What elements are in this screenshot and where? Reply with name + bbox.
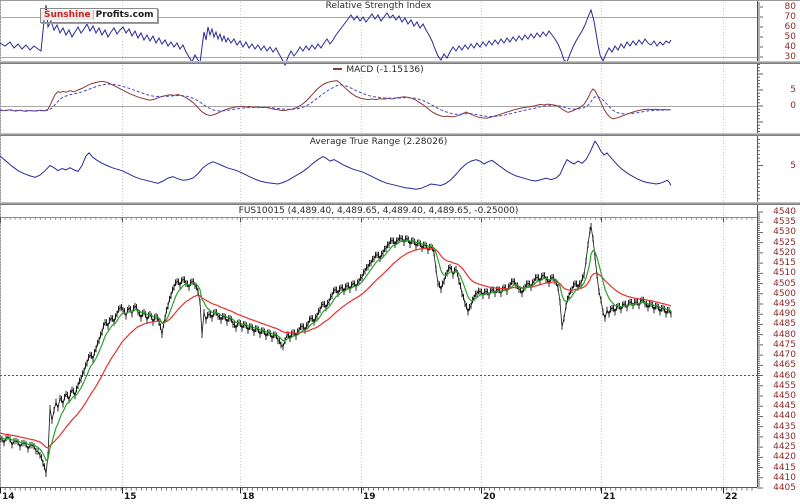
y-axis-label: 4440 xyxy=(773,411,796,422)
y-axis-label: 4515 xyxy=(773,258,796,269)
y-axis-label: 4410 xyxy=(773,472,796,483)
y-axis-label: 4450 xyxy=(773,390,796,401)
y-axis-label: 4520 xyxy=(773,247,796,258)
price-title: FUS10015 (4,489.40, 4,489.65, 4,489.40, … xyxy=(238,206,519,216)
y-axis-label: 4500 xyxy=(773,288,796,299)
x-axis-label: 19 xyxy=(363,492,376,502)
y-axis-label: 4540 xyxy=(773,207,796,217)
logo: Sunshine Profits.com xyxy=(40,8,158,23)
atr-title: Average True Range (2.28026) xyxy=(309,137,448,147)
y-axis-label: 4480 xyxy=(773,329,796,340)
macd-title-text: MACD (-1.15136) xyxy=(346,65,424,75)
y-axis-label: 4490 xyxy=(773,309,796,320)
x-axis-label: 15 xyxy=(124,492,137,502)
y-axis-label: 4510 xyxy=(773,268,796,279)
y-axis-label: 4420 xyxy=(773,452,796,463)
y-axis-label: 40 xyxy=(784,42,796,52)
y-axis-label: 4495 xyxy=(773,298,796,309)
y-axis-label: 30 xyxy=(784,52,796,62)
y-axis-label: 4505 xyxy=(773,278,796,289)
rsi-title: Relative Strength Index xyxy=(325,1,432,11)
y-axis-label: 5 xyxy=(790,160,796,171)
y-axis-label: 4455 xyxy=(773,380,796,391)
y-axis-label: 5 xyxy=(790,85,796,95)
macd-line-sample xyxy=(333,68,343,70)
x-axis-label: 18 xyxy=(242,492,255,502)
y-axis-label: 4415 xyxy=(773,462,796,473)
y-axis-label: 4425 xyxy=(773,442,796,453)
macd-title: MACD (-1.15136) xyxy=(0,65,757,76)
y-axis-label: 60 xyxy=(784,22,796,32)
y-axis-label: 4405 xyxy=(773,482,796,493)
y-axis-label: 4460 xyxy=(773,370,796,381)
y-axis-label: 4430 xyxy=(773,431,796,442)
panel-separator xyxy=(0,133,800,136)
y-axis-label: 4475 xyxy=(773,339,796,350)
x-axis-label: 20 xyxy=(483,492,496,502)
y-axis-label: 80 xyxy=(784,2,796,12)
y-axis-label: 4470 xyxy=(773,350,796,361)
panel-separator xyxy=(0,61,800,64)
y-axis-label: 0 xyxy=(790,101,796,111)
y-axis-label: 50 xyxy=(784,32,796,42)
panel-separator xyxy=(0,202,800,205)
y-axis-label: 4445 xyxy=(773,401,796,412)
logo-profits: Profits.com xyxy=(92,10,157,20)
y-axis-label: 4525 xyxy=(773,237,796,248)
y-axis-label: 4535 xyxy=(773,217,796,228)
y-axis-label: 4485 xyxy=(773,319,796,330)
x-axis-label: 21 xyxy=(603,492,616,502)
x-axis-label: 14 xyxy=(2,492,15,502)
y-axis-label: 4465 xyxy=(773,360,796,371)
y-axis-label: 70 xyxy=(784,12,796,22)
y-axis-label: 4435 xyxy=(773,421,796,432)
x-axis-label: 22 xyxy=(725,492,738,502)
y-axis-label: 4530 xyxy=(773,227,796,238)
logo-sunshine: Sunshine xyxy=(41,10,93,20)
